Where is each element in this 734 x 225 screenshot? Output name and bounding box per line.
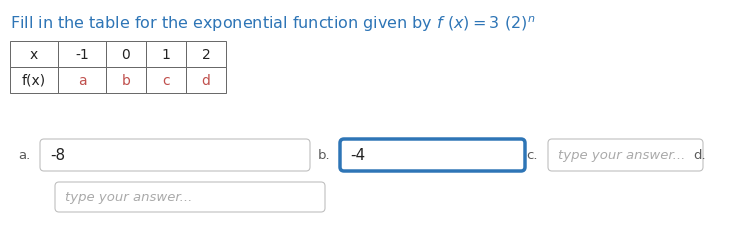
Bar	[10, 42, 58, 68]
Text: a: a	[78, 74, 87, 88]
FancyBboxPatch shape	[40, 139, 310, 171]
Text: x: x	[30, 48, 38, 62]
Text: -1: -1	[75, 48, 89, 62]
FancyBboxPatch shape	[548, 139, 703, 171]
Text: d.: d.	[693, 149, 705, 162]
Bar	[106, 42, 146, 68]
Text: Fill in the table for the exponential function given by $f\ (x) = 3\ (2)^{n}$: Fill in the table for the exponential fu…	[10, 14, 535, 34]
Text: 1: 1	[161, 48, 170, 62]
Text: d: d	[202, 74, 211, 88]
Text: 2: 2	[202, 48, 211, 62]
Text: f(x): f(x)	[22, 74, 46, 88]
FancyBboxPatch shape	[55, 182, 325, 212]
Bar	[10, 68, 58, 94]
Text: b: b	[122, 74, 131, 88]
Bar	[58, 68, 106, 94]
Bar	[186, 42, 226, 68]
Text: -8: -8	[50, 148, 65, 163]
Bar	[146, 68, 186, 94]
FancyBboxPatch shape	[340, 139, 525, 171]
Bar	[106, 68, 146, 94]
Text: c.: c.	[526, 149, 537, 162]
Bar	[146, 42, 186, 68]
Bar	[58, 42, 106, 68]
Text: -4: -4	[350, 148, 365, 163]
Bar	[186, 68, 226, 94]
Text: c: c	[162, 74, 170, 88]
Text: type your answer...: type your answer...	[65, 191, 192, 204]
Text: 0: 0	[122, 48, 131, 62]
Text: a.: a.	[18, 149, 30, 162]
Text: type your answer...: type your answer...	[558, 149, 686, 162]
Text: b.: b.	[318, 149, 330, 162]
